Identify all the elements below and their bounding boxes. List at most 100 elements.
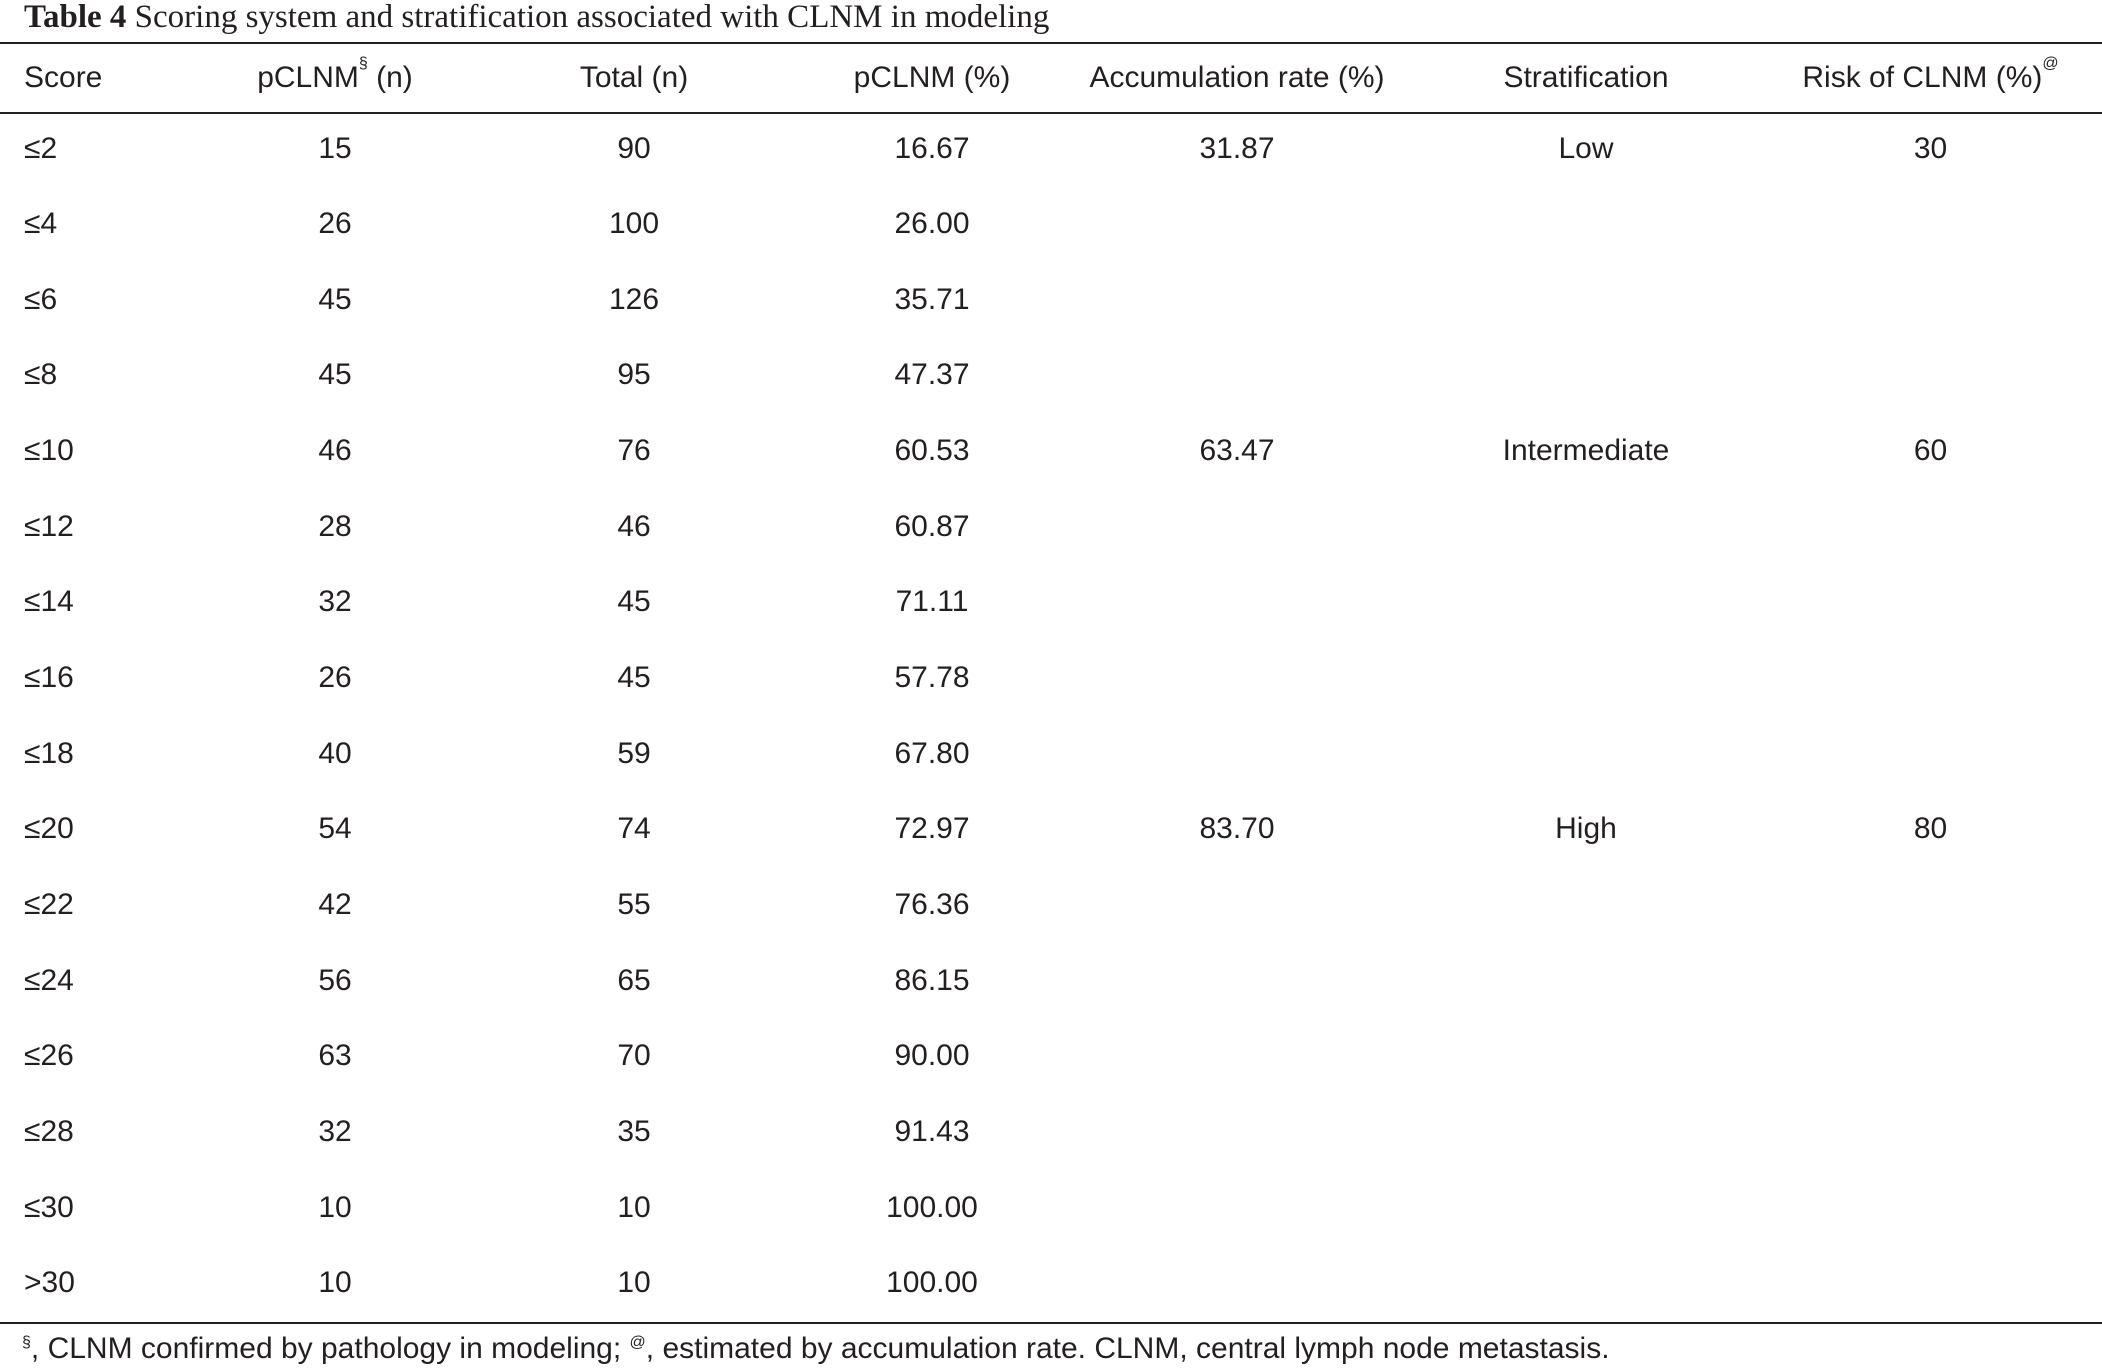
cell-score: ≤22 <box>24 888 74 922</box>
header-total: Total (n) <box>579 61 689 94</box>
cell-pclnm-pct: 72.97 <box>894 812 970 846</box>
cell-risk: 30 <box>1913 132 1948 165</box>
cell-risk <box>1759 1094 2102 1170</box>
cell-risk <box>1759 1246 2102 1322</box>
header-pclnm-n-sup: § <box>358 55 368 72</box>
cell-total: 74 <box>617 812 651 846</box>
cell-total: 45 <box>617 660 651 694</box>
cell-accumulation-rate <box>1061 1019 1413 1095</box>
cell-pclnm-pct: 86.15 <box>894 963 970 997</box>
cell-risk <box>1759 867 2102 943</box>
cell-pclnm-n: 54 <box>318 812 352 846</box>
footnote-text-2: , estimated by accumulation rate. CLNM, … <box>645 1332 1610 1365</box>
cell-pclnm-n: 45 <box>318 282 352 316</box>
table-bottom-rule <box>0 1322 2102 1324</box>
cell-risk <box>1759 1019 2102 1095</box>
cell-pclnm-n: 10 <box>318 1266 352 1300</box>
cell-accumulation-rate <box>1061 716 1413 792</box>
header-accumulation-rate: Accumulation rate (%) <box>1089 61 1385 94</box>
cell-score: ≤18 <box>24 736 74 770</box>
cell-pclnm-n: 10 <box>318 1190 352 1224</box>
cell-stratification <box>1413 1170 1759 1246</box>
cell-risk <box>1759 1170 2102 1246</box>
table-row: ≤18 40 59 67.80 <box>0 716 2102 792</box>
cell-accumulation-rate <box>1061 867 1413 943</box>
header-pclnm-n: pCLNM§ (n) <box>205 44 465 112</box>
header-risk-text: Risk of CLNM (%) <box>1802 61 2043 94</box>
cell-score: ≤28 <box>24 1115 74 1149</box>
table-header-rule <box>0 112 2102 114</box>
cell-stratification: Intermediate <box>1502 433 1670 467</box>
cell-total: 35 <box>617 1115 651 1149</box>
header-pclnm-n-suffix: (n) <box>367 61 413 94</box>
cell-score: ≤12 <box>24 509 74 543</box>
table-row: ≤14 32 45 71.11 <box>0 564 2102 640</box>
cell-score: ≤6 <box>24 282 58 316</box>
cell-score: >30 <box>24 1266 75 1300</box>
cell-total: 45 <box>617 585 651 619</box>
cell-risk <box>1759 262 2102 338</box>
cell-risk <box>1759 640 2102 716</box>
cell-total: 46 <box>617 509 651 543</box>
cell-risk: 60 <box>1913 433 1948 467</box>
cell-pclnm-n: 26 <box>318 660 352 694</box>
cell-stratification: Low <box>1558 132 1614 165</box>
footnote-text-1: , CLNM confirmed by pathology in modelin… <box>30 1332 630 1365</box>
cell-pclnm-n: 46 <box>318 433 352 467</box>
cell-score: ≤2 <box>24 132 58 165</box>
cell-total: 100 <box>608 206 660 240</box>
table-top-rule <box>0 42 2102 44</box>
cell-stratification <box>1413 943 1759 1019</box>
cell-pclnm-pct: 91.43 <box>894 1115 970 1149</box>
header-risk-sup: @ <box>2042 55 2059 72</box>
header-stratification: Stratification <box>1503 61 1669 94</box>
cell-accumulation-rate <box>1061 186 1413 262</box>
cell-pclnm-pct: 67.80 <box>894 736 970 770</box>
cell-total: 10 <box>617 1190 651 1224</box>
cell-pclnm-pct: 60.53 <box>894 433 970 467</box>
cell-pclnm-n: 40 <box>318 736 352 770</box>
table-caption-text: Scoring system and stratification associ… <box>134 0 1050 35</box>
cell-score: ≤4 <box>24 206 58 240</box>
cell-pclnm-pct: 76.36 <box>894 888 970 922</box>
cell-stratification <box>1413 262 1759 338</box>
header-pclnm-n-text: pCLNM <box>257 61 359 94</box>
cell-score: ≤30 <box>24 1190 74 1224</box>
table-row: ≤22 42 55 76.36 <box>0 867 2102 943</box>
cell-pclnm-n: 28 <box>318 509 352 543</box>
cell-score: ≤20 <box>24 812 74 846</box>
cell-score: ≤10 <box>24 433 74 467</box>
table-row: ≤24 56 65 86.15 <box>0 943 2102 1019</box>
cell-pclnm-n: 56 <box>318 963 352 997</box>
cell-stratification <box>1413 337 1759 413</box>
cell-stratification <box>1413 1246 1759 1322</box>
cell-score: ≤8 <box>24 358 58 392</box>
header-score: Score <box>24 61 103 94</box>
footnote-sup-at: @ <box>629 1334 646 1351</box>
cell-accumulation-rate <box>1061 640 1413 716</box>
table-body: ≤2 15 90 16.67 31.87 Low 30 ≤4 26 100 26.00 ≤6 45 126… <box>0 112 2102 1321</box>
cell-accumulation-rate: 83.70 <box>1199 812 1275 846</box>
table-row: ≤4 26 100 26.00 <box>0 186 2102 262</box>
cell-total: 59 <box>617 736 651 770</box>
table-row: ≤30 10 10 100.00 <box>0 1170 2102 1246</box>
table-row: ≤6 45 126 35.71 <box>0 262 2102 338</box>
cell-pclnm-pct: 90.00 <box>894 1039 970 1073</box>
cell-accumulation-rate: 63.47 <box>1199 433 1275 467</box>
table-row: ≤16 26 45 57.78 <box>0 640 2102 716</box>
cell-score: ≤16 <box>24 660 74 694</box>
cell-total: 95 <box>617 358 651 392</box>
table-caption-label: Table 4 <box>24 0 127 35</box>
cell-accumulation-rate <box>1061 489 1413 565</box>
cell-pclnm-n: 15 <box>318 132 352 165</box>
cell-accumulation-rate <box>1061 1094 1413 1170</box>
cell-total: 10 <box>617 1266 651 1300</box>
cell-risk <box>1759 943 2102 1019</box>
cell-pclnm-pct: 71.11 <box>895 585 969 619</box>
cell-accumulation-rate <box>1061 1246 1413 1322</box>
cell-risk <box>1759 337 2102 413</box>
cell-pclnm-n: 32 <box>318 1115 352 1149</box>
cell-stratification <box>1413 489 1759 565</box>
cell-score: ≤14 <box>24 585 74 619</box>
cell-stratification <box>1413 186 1759 262</box>
